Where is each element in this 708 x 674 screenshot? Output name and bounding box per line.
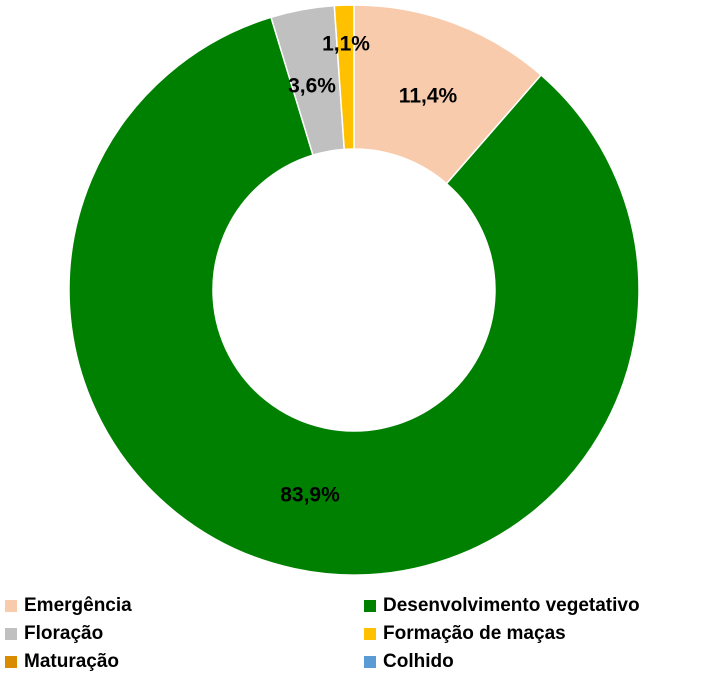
legend-label-desenvolvimento-vegetativo: Desenvolvimento vegetativo xyxy=(383,595,640,616)
chart-slices xyxy=(68,4,640,576)
chart-legend: Emergência Desenvolvimento vegetativo Fl… xyxy=(0,594,708,674)
legend-swatch-colhido xyxy=(364,656,376,668)
legend-item-desenvolvimento-vegetativo: Desenvolvimento vegetativo xyxy=(364,594,640,618)
legend-item-formacao-de-macas: Formação de maças xyxy=(364,622,566,646)
legend-label-colhido: Colhido xyxy=(383,651,454,672)
legend-item-colhido: Colhido xyxy=(364,650,454,674)
data-label-emergencia: 11,4% xyxy=(399,85,458,108)
legend-item-maturacao: Maturação xyxy=(5,650,119,674)
legend-label-formacao-de-macas: Formação de maças xyxy=(383,623,566,644)
legend-swatch-emergencia xyxy=(5,600,17,612)
legend-label-maturacao: Maturação xyxy=(24,651,120,672)
legend-swatch-maturacao xyxy=(5,656,17,668)
doughnut-chart: 11,4% 83,9% 3,6% 1,1% xyxy=(68,4,640,576)
legend-swatch-floracao xyxy=(5,628,17,640)
legend-swatch-desenvolvimento-vegetativo xyxy=(364,600,376,612)
legend-swatch-formacao-de-macas xyxy=(364,628,376,640)
data-label-floracao: 3,6% xyxy=(288,75,336,98)
legend-label-emergencia: Emergência xyxy=(24,595,132,616)
legend-label-floracao: Floração xyxy=(24,623,104,644)
legend-item-floracao: Floração xyxy=(5,622,103,646)
slice-formacao-de-macas xyxy=(333,4,355,151)
data-label-desenvolvimento-vegetativo: 83,9% xyxy=(280,484,340,507)
chart-data-labels: 11,4% 83,9% 3,6% 1,1% xyxy=(280,33,457,507)
slice-desenvolvimento-vegetativo xyxy=(68,16,640,576)
legend-item-emergencia: Emergência xyxy=(5,594,132,618)
data-label-formacao-de-macas: 1,1% xyxy=(322,33,370,56)
